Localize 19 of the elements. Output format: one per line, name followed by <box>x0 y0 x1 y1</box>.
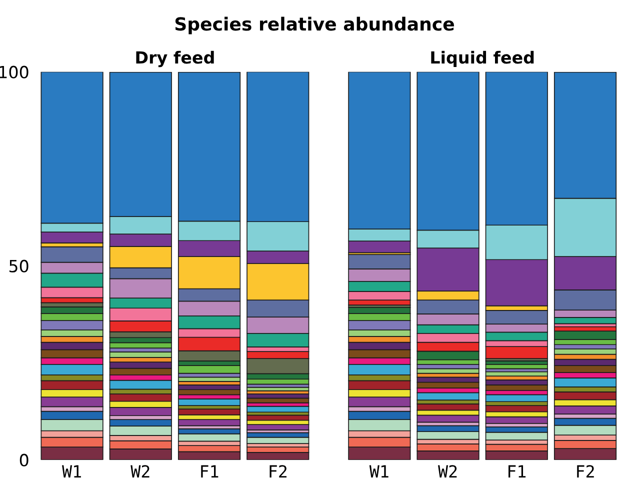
bar <box>485 432 548 440</box>
bar <box>485 394 548 402</box>
bar <box>416 414 480 423</box>
bar <box>416 392 480 401</box>
x-tick-label: W1 <box>369 465 388 478</box>
x-tick-label: F2 <box>577 465 594 478</box>
y-tick-label: 0 <box>20 454 28 466</box>
x-tick-label: W2 <box>130 465 150 478</box>
chart-title: Dry feed <box>136 50 214 68</box>
bar <box>485 416 548 424</box>
bar <box>246 406 310 413</box>
x-tick-label: F1 <box>201 465 218 478</box>
x-tick-label: F1 <box>508 465 526 478</box>
y-tick-label: 50 <box>9 260 28 272</box>
x-tick-label: F2 <box>270 465 286 478</box>
chart-title: Liquid feed <box>431 50 534 67</box>
x-tick-label: W2 <box>438 465 457 478</box>
text: Species relative abundance <box>175 16 454 34</box>
x-tick-label: W1 <box>62 465 81 478</box>
